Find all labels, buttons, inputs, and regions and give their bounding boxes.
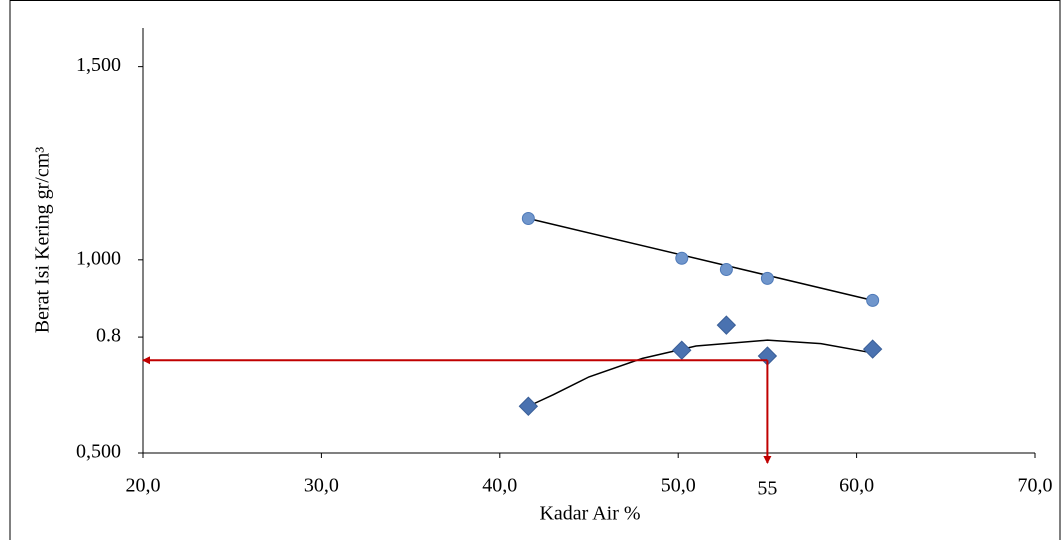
point <box>518 396 539 416</box>
trendline <box>528 217 873 302</box>
y-tick-label: 1,000 <box>76 247 121 269</box>
x-tick-label: 50,0 <box>661 475 696 497</box>
x-tick-label: 40,0 <box>482 475 517 497</box>
point <box>716 315 737 335</box>
y-tick-label: 0.8 <box>96 325 121 347</box>
point <box>719 262 733 276</box>
y-tick-label: 0,500 <box>76 441 121 463</box>
x-axis-label: Kadar Air % <box>539 503 640 525</box>
trendline <box>528 339 873 407</box>
x-tick-label: 70,0 <box>1018 475 1053 497</box>
x-tick-label: 20,0 <box>126 475 161 497</box>
point <box>521 211 535 225</box>
y-axis-label: Berat Isi Kering gr/cm³ <box>32 147 54 334</box>
point <box>866 293 880 307</box>
x-tick-label: 60,0 <box>839 475 874 497</box>
y-tick-label: 1,500 <box>76 54 121 76</box>
point <box>675 251 689 265</box>
point <box>862 339 883 359</box>
frame <box>9 0 1061 540</box>
reference-label: 55 <box>757 478 777 500</box>
point <box>672 340 692 360</box>
x-tick-label: 30,0 <box>304 475 339 497</box>
point <box>760 271 774 285</box>
